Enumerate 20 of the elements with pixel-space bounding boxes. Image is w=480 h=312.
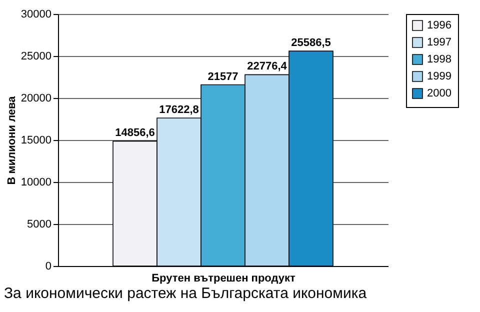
legend-label: 1999: [427, 70, 452, 82]
data-label: 25586,5: [291, 37, 331, 50]
legend-label: 2000: [427, 88, 452, 100]
data-label: 21577: [208, 70, 238, 83]
y-tick-label: 10000: [20, 176, 52, 188]
y-tick-label: 20000: [20, 92, 52, 104]
data-label: 17622,8: [159, 104, 199, 116]
legend-label: 1997: [427, 36, 452, 48]
y-tick-label: 30000: [20, 8, 52, 20]
y-tick-label: 15000: [20, 134, 52, 146]
text: За икономически растеж на Българската икономика: [3, 285, 368, 303]
legend-label: 1996: [427, 20, 452, 32]
y-tick-label: 25000: [20, 50, 52, 62]
data-label: 22776,4: [247, 60, 288, 73]
y-tick-label: 0: [45, 260, 52, 272]
legend-label: 1998: [427, 54, 452, 66]
x-axis-title: Брутен вътрешен продукт: [152, 272, 296, 284]
y-axis-title: В милиони лева: [6, 95, 18, 185]
y-tick-label: 5000: [27, 218, 52, 230]
data-label: 14856,6: [115, 127, 155, 140]
